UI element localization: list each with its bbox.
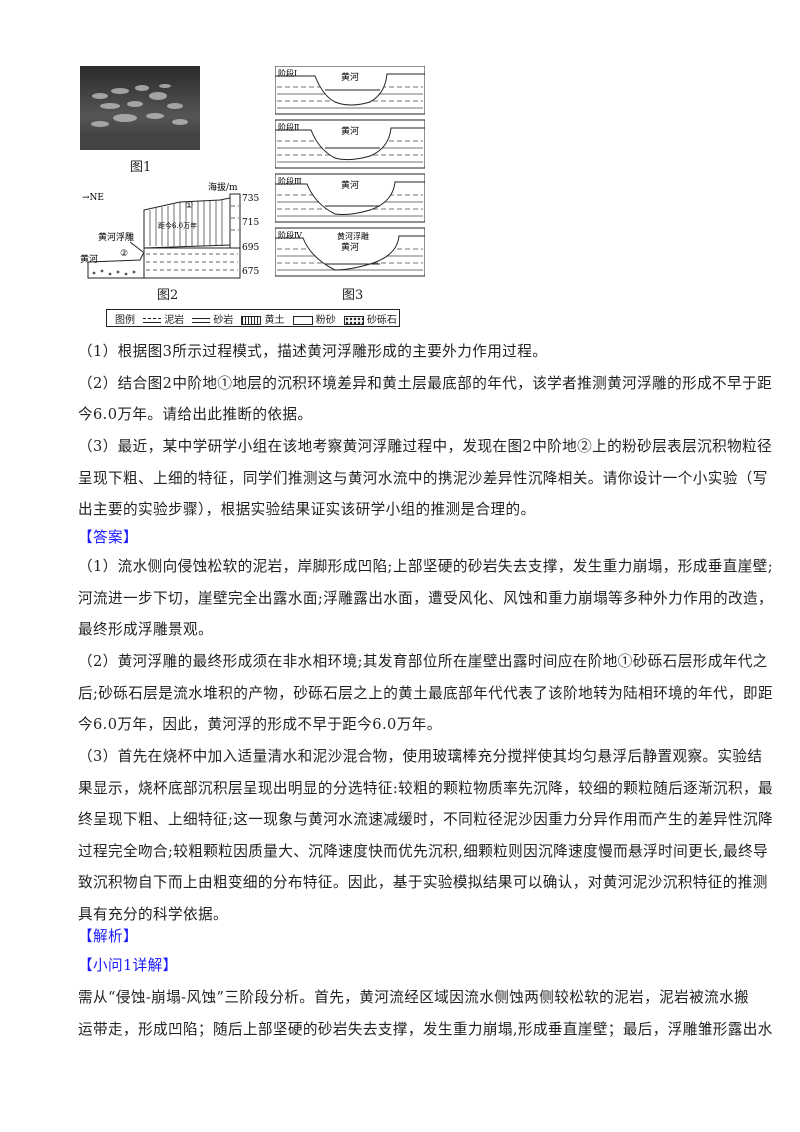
question-line: 出主要的实验步骤），根据实验结果证实该研学小组的推测是合理的。 [78,501,536,518]
figure-1-photo [80,66,200,150]
legend-sandstone: 砂岩 [192,311,233,326]
answer-line: 果显示，烧杯底部沉积层呈现出明显的分选特征:较粗的颗粒物质率先沉降，较细的颗粒随… [78,780,774,797]
relief-label: 黄河浮雕 [337,231,369,241]
river-label: 黄河 [80,253,98,265]
legend-gravel: 砂砾石 [343,311,397,326]
question-line: （2）结合图2中阶地①地层的沉积环境差异和黄土层最底部的年代，该学者推测黄河浮雕… [78,375,773,392]
answer-line: 终呈现下粗、上细特征;这一现象与黄河水流速减缓时，不同粒径泥沙因重力分异作用而产… [78,811,774,828]
legend-loess: 黄土 [241,311,285,326]
legend-label: 泥岩 [164,314,185,326]
gravel-swatch [343,315,364,325]
question-line: （1）根据图3所示过程模式，描述黄河浮雕形成的主要外力作用过程。 [78,343,548,360]
river-label: 黄河 [341,125,359,137]
legend-title: 图例 [115,314,135,326]
analysis-line: 需从“侵蚀-崩塌-风蚀”三阶段分析。首先，黄河流经区域因流水侧蚀两侧较松软的泥岩… [78,989,750,1006]
answer-line: （2）黄河浮雕的最终形成须在非水相环境;其发育部位所在崖壁出露时间应在阶地①砂砾… [78,653,768,670]
altitude-tick: 675 [242,267,259,277]
figure-3-caption: 图3 [342,288,364,303]
answer-heading: 【答案】 [78,529,138,546]
figure-2-caption: 图2 [157,288,179,303]
analysis-heading: 【解析】 [78,928,138,945]
stage-label: 阶段Ⅳ [278,230,303,240]
mudstone-swatch [143,317,161,323]
answer-line: 今6.0万年，因此，黄河浮的形成不早于距今6.0万年。 [78,716,442,733]
altitude-tick: 715 [242,218,259,228]
legend-mudstone: 泥岩 [143,311,184,326]
question-line: 今6.0万年。请给出此推断的依据。 [78,406,313,423]
sub-question-heading: 【小问1详解】 [78,957,178,974]
analysis-line: 运带走，形成凹陷；随后上部坚硬的砂岩失去支撑，发生重力崩塌,形成垂直崖壁；最后，… [78,1021,773,1038]
legend-label: 黄土 [264,314,285,326]
legend-label: 砂岩 [213,314,234,326]
answer-line: 最终形成浮雕景观。 [78,621,213,638]
figure-1-caption: 图1 [130,160,152,175]
valley-profile [274,173,426,215]
valley-profile [274,227,426,271]
answer-line: 致沉积物自下而上由粗变细的分布特征。因此，基于实验模拟结果可以确认，对黄河泥沙沉… [78,874,768,891]
question-line: 呈现下粗、上细的特征，同学们推测这与黄河水流中的携泥沙差异性沉降相关。请你设计一… [78,470,768,487]
legend-label: 砂砾石 [366,314,397,326]
altitude-tick: 735 [242,194,259,204]
valley-profile [274,65,426,106]
stage-panel: 阶段Ⅲ 黄河 [274,173,426,223]
figure-2-section: →NE 海拔/m 735 715 695 675 ① 距今6.0万年 ② 黄河浮… [80,180,280,285]
river-label: 黄河 [341,71,359,83]
valley-profile [274,119,426,161]
altitude-tick: 695 [242,243,259,253]
terrace-1-label: ① [185,201,193,211]
loess-swatch [241,315,262,325]
stage-label: 阶段Ⅲ [278,176,302,186]
answer-line: （3）首先在烧杯中加入适量清水和泥沙混合物，使用玻璃棒充分搅拌使其均匀悬浮后静置… [78,748,763,765]
silt-swatch [292,315,313,325]
stage-label: 阶段Ⅱ [278,122,299,132]
answer-line: 具有充分的科学依据。 [78,906,228,923]
river-label: 黄河 [341,179,359,191]
question-line: （3）最近，某中学研学小组在该地考察黄河浮雕过程中，发现在图2中阶地②上的粉砂层… [78,438,773,455]
sandstone-swatch [192,317,211,323]
direction-label: →NE [82,193,104,203]
stage-panel: 阶段Ⅰ 黄河 [274,65,426,115]
answer-line: 后;砂砾石层是流水堆积的产物，砂砾石层之上的黄土最底部年代代表了该阶地转为陆相环… [78,685,774,702]
figure-legend: 图例 泥岩 砂岩 黄土 粉砂 砂砾石 [106,309,400,327]
legend-silt: 粉砂 [292,311,336,326]
stage-panel: 阶段Ⅱ 黄河 [274,119,426,169]
figure-3-stages: 阶段Ⅰ 黄河 阶段Ⅱ 黄河 阶段Ⅲ 黄河 阶段Ⅳ 黄河 黄河浮雕 [274,65,426,280]
terrace-2-label: ② [120,249,128,259]
answer-line: 过程完全吻合;较粗颗粒因质量大、沉降速度快而优先沉积,细颗粒则因沉降速度慢而悬浮… [78,843,769,860]
stage-label: 阶段Ⅰ [278,68,297,78]
answer-line: （1）流水侧向侵蚀松软的泥岩，岸脚形成凹陷;上部坚硬的砂岩失去支撑，发生重力崩塌… [78,558,774,575]
altitude-label: 海拔/m [208,181,238,193]
answer-line: 河流进一步下切，崖壁完全出露水面;浮雕露出水面，遭受风化、风蚀和重力崩塌等多种外… [78,590,774,607]
relief-label: 黄河浮雕 [98,231,134,243]
legend-label: 粉砂 [315,314,336,326]
river-label: 黄河 [341,241,359,253]
age-label: 距今6.0万年 [158,221,197,230]
